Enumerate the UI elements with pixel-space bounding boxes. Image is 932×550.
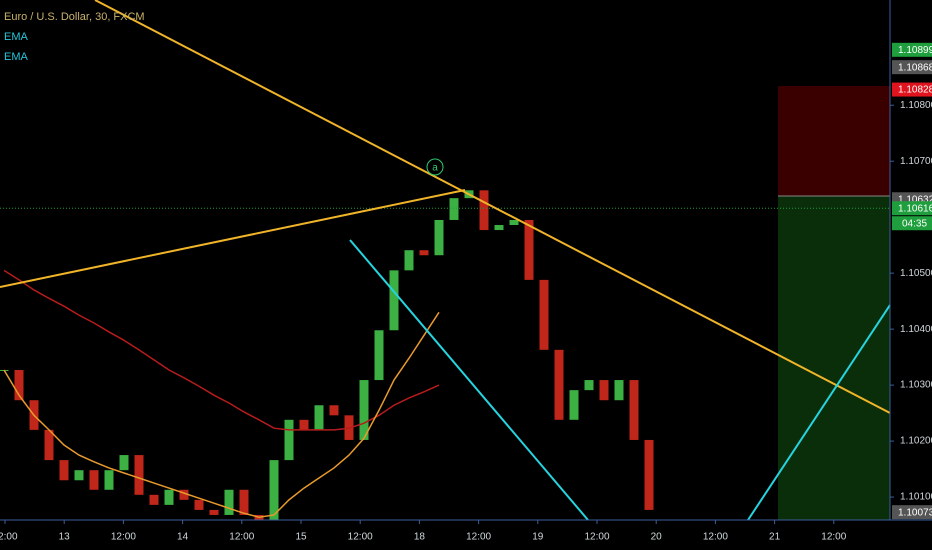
x-tick-label: 12:00 bbox=[821, 532, 846, 543]
candle bbox=[209, 509, 219, 515]
x-tick-label: 19 bbox=[532, 532, 544, 543]
candle bbox=[434, 219, 444, 256]
target-zone bbox=[778, 196, 890, 520]
candle bbox=[149, 494, 159, 505]
countdown: 04:35 bbox=[902, 218, 927, 229]
chart-title: Euro / U.S. Dollar, 30, FXCM bbox=[4, 11, 145, 23]
candle bbox=[119, 455, 129, 471]
y-tick-label: 1.10200 bbox=[900, 436, 932, 447]
price-badge-label: 1.10632 bbox=[898, 194, 932, 205]
candle bbox=[14, 369, 24, 401]
candle bbox=[74, 470, 84, 481]
candle bbox=[599, 380, 609, 401]
candle bbox=[644, 439, 654, 510]
candle bbox=[509, 219, 519, 226]
price-badge-label: 1.10868 bbox=[898, 62, 932, 73]
ema-line bbox=[3, 269, 440, 431]
candle bbox=[584, 380, 594, 391]
price-badge bbox=[892, 42, 932, 57]
trend-line bbox=[0, 189, 466, 288]
annotation: a bbox=[432, 163, 438, 174]
x-tick-label: 12:00 bbox=[229, 532, 254, 543]
candle bbox=[419, 250, 429, 256]
candle bbox=[104, 470, 114, 490]
x-tick-label: 12:00 bbox=[703, 532, 728, 543]
candle bbox=[404, 250, 414, 271]
candle bbox=[269, 460, 279, 520]
candle bbox=[44, 429, 54, 461]
candle bbox=[389, 270, 399, 331]
candle bbox=[629, 380, 639, 440]
candle bbox=[554, 349, 564, 420]
price-badge-label: 1.10899 bbox=[898, 45, 932, 56]
countdown-badge bbox=[892, 216, 932, 231]
candle bbox=[449, 198, 459, 220]
x-tick-label: 15 bbox=[295, 532, 307, 543]
candle bbox=[329, 405, 339, 416]
ema-line bbox=[3, 311, 440, 518]
candle bbox=[374, 330, 384, 381]
price-badge bbox=[892, 201, 932, 216]
candle bbox=[494, 225, 504, 231]
candle bbox=[524, 219, 534, 280]
candle bbox=[179, 489, 189, 500]
candle bbox=[59, 460, 69, 481]
candle bbox=[284, 419, 294, 461]
candle bbox=[239, 489, 249, 515]
y-tick-label: 1.10800 bbox=[900, 100, 932, 111]
trend-line bbox=[94, 0, 891, 414]
price-badge bbox=[892, 82, 932, 97]
candle bbox=[134, 455, 144, 495]
candle bbox=[299, 419, 309, 430]
price-badge-label: 1.10616 bbox=[898, 203, 932, 214]
y-tick-label: 1.10300 bbox=[900, 380, 932, 391]
candle bbox=[479, 190, 489, 231]
x-tick-label: 12:00 bbox=[0, 532, 18, 543]
candle bbox=[314, 405, 324, 430]
candle bbox=[194, 499, 204, 510]
candle bbox=[164, 489, 174, 505]
y-tick-label: 1.10700 bbox=[900, 156, 932, 167]
candle bbox=[614, 380, 624, 401]
x-tick-label: 18 bbox=[414, 532, 426, 543]
price-badge bbox=[892, 505, 932, 520]
trend-line bbox=[747, 304, 891, 521]
candle bbox=[539, 279, 549, 350]
y-tick-label: 1.10400 bbox=[900, 324, 932, 335]
candle bbox=[224, 489, 234, 515]
x-tick-label: 21 bbox=[769, 532, 781, 543]
x-tick-label: 12:00 bbox=[466, 532, 491, 543]
x-tick-label: 20 bbox=[651, 532, 663, 543]
x-tick-label: 12:00 bbox=[111, 532, 136, 543]
stop-zone bbox=[778, 86, 890, 196]
candle bbox=[569, 390, 579, 420]
candle bbox=[89, 470, 99, 490]
x-tick-label: 14 bbox=[177, 532, 189, 543]
x-tick-label: 12:00 bbox=[348, 532, 373, 543]
x-tick-label: 13 bbox=[59, 532, 71, 543]
candle bbox=[359, 380, 369, 440]
legend-entry: EMA bbox=[4, 51, 29, 63]
x-tick-label: 12:00 bbox=[584, 532, 609, 543]
y-tick-label: 1.10100 bbox=[900, 492, 932, 503]
annotation-circle bbox=[426, 158, 444, 176]
y-tick-label: 1.10500 bbox=[900, 268, 932, 279]
price-badge bbox=[892, 60, 932, 75]
price-badge-label: 1.10073 bbox=[898, 507, 932, 518]
price-badge-label: 1.10828 bbox=[898, 85, 932, 96]
legend-entry: EMA bbox=[4, 31, 29, 43]
trend-line bbox=[349, 239, 589, 521]
